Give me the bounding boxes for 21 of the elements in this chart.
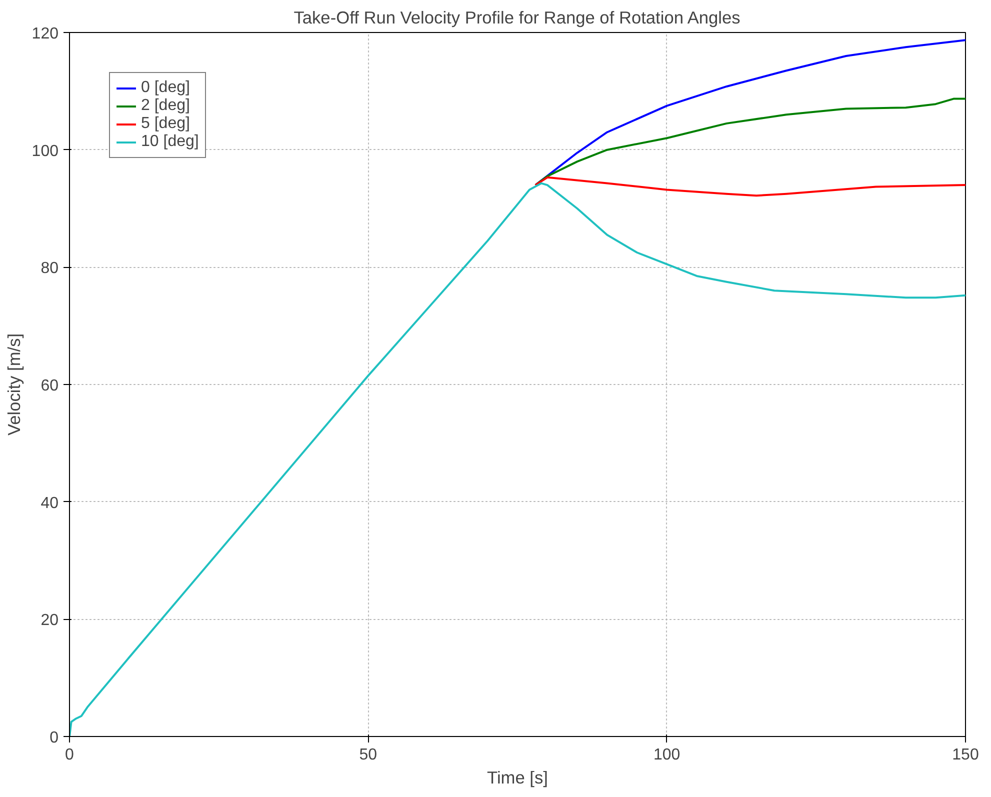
x-tick-label: 100 [653, 746, 680, 764]
y-axis-title: Velocity [m/s] [4, 333, 24, 436]
line-series [534, 176, 966, 197]
x-tick-label: 150 [952, 746, 979, 764]
y-tick-label: 40 [40, 494, 59, 512]
y-tick-label: 0 [50, 730, 59, 746]
legend-label: 5 [deg] [141, 115, 190, 133]
y-tick-label: 60 [40, 378, 59, 394]
line-series [70, 182, 966, 736]
y-tick-label: 80 [40, 260, 59, 278]
x-tick-label: 50 [359, 746, 378, 764]
line-series [534, 98, 966, 186]
y-tick-label: 120 [32, 26, 59, 42]
chart-title: Take-Off Run Velocity Profile for Range of Rotation Angles [294, 8, 741, 28]
x-axis-title: Time [s] [487, 768, 548, 788]
legend-label: 0 [deg] [141, 79, 190, 97]
legend-label: 10 [deg] [141, 133, 199, 151]
y-tick-label: 100 [32, 142, 59, 160]
legend-label: 2 [deg] [141, 97, 190, 115]
x-tick-label: 0 [65, 746, 74, 764]
y-tick-label: 20 [40, 612, 59, 630]
